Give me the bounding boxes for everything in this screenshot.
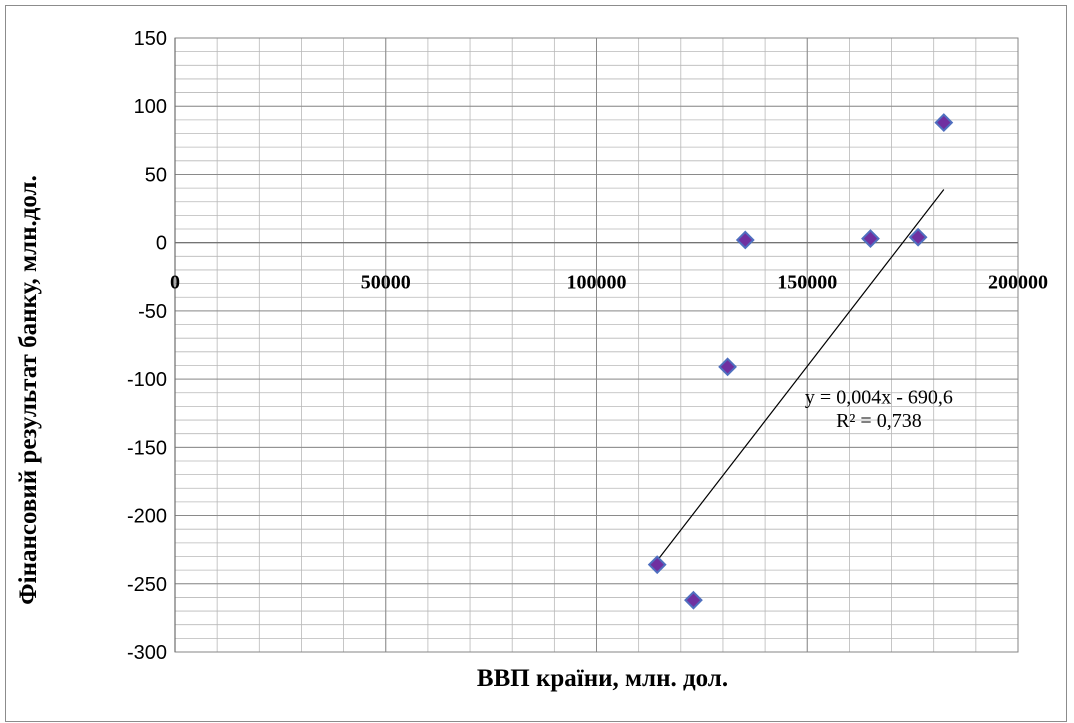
trendline bbox=[656, 189, 945, 561]
y-tick-label: -50 bbox=[138, 301, 167, 323]
data-points bbox=[647, 113, 954, 610]
y-tick-label: 100 bbox=[134, 96, 167, 118]
data-point bbox=[718, 357, 738, 377]
trendline-r2: R² = 0,738 bbox=[836, 410, 922, 432]
y-tick-label: 0 bbox=[156, 233, 167, 255]
x-tick-label: 200000 bbox=[988, 272, 1048, 294]
y-tick-labels: 150 100 50 0 -50 -100 -150 -200 -250 -300 bbox=[127, 28, 167, 664]
y-tick-label: 150 bbox=[134, 28, 167, 50]
data-point bbox=[908, 227, 928, 247]
y-axis-title: Фінансовий результат банку, млн.дол. bbox=[15, 175, 42, 605]
trendline-equation: y = 0,004x - 690,6 bbox=[805, 387, 953, 409]
y-tick-label: -200 bbox=[127, 506, 167, 528]
data-point bbox=[647, 555, 667, 575]
y-tick-label: -300 bbox=[127, 642, 167, 664]
data-point bbox=[735, 230, 755, 250]
x-tick-label: 0 bbox=[170, 272, 180, 294]
y-tick-label: -100 bbox=[127, 369, 167, 391]
y-tick-label: 50 bbox=[145, 164, 167, 186]
y-tick-label: -150 bbox=[127, 437, 167, 459]
data-point bbox=[861, 229, 880, 248]
data-point bbox=[934, 113, 954, 133]
data-point bbox=[684, 590, 703, 610]
x-axis-title: ВВП країни, млн. дол. bbox=[477, 665, 728, 692]
x-tick-label: 100000 bbox=[567, 272, 627, 294]
axes bbox=[174, 38, 1018, 652]
x-tick-label: 150000 bbox=[777, 272, 837, 294]
x-tick-label: 50000 bbox=[361, 272, 411, 294]
chart-frame: 150 100 50 0 -50 -100 -150 -200 -250 -300 0 50000 1… bbox=[5, 5, 1067, 722]
y-tick-label: -250 bbox=[127, 574, 167, 596]
x-tick-labels: 0 50000 100000 150000 200000 bbox=[170, 272, 1048, 294]
